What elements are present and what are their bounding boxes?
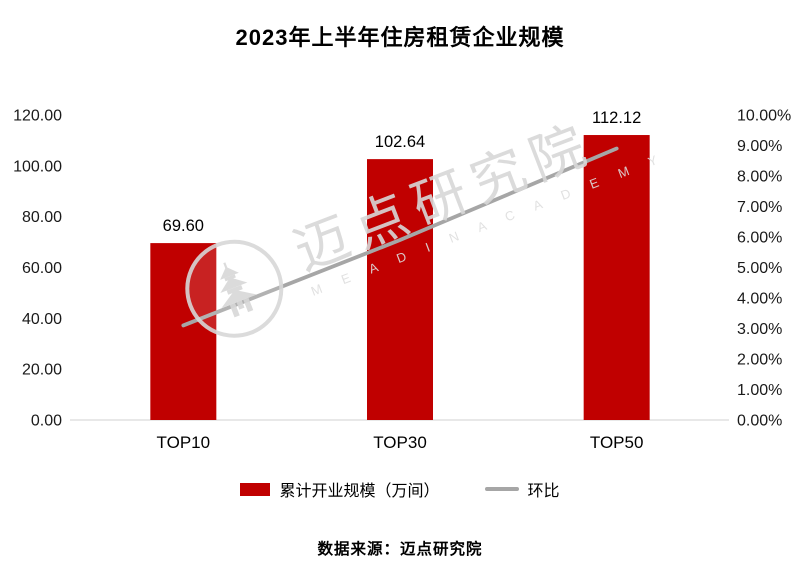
y-axis-right-tick: 7.00% [737, 199, 782, 216]
bar-top10 [150, 243, 217, 420]
x-axis-category-label: TOP30 [373, 433, 427, 452]
bar-top30 [367, 159, 433, 420]
y-axis-right-tick: 1.00% [737, 382, 782, 399]
y-axis-left-tick: 100.00 [13, 158, 62, 175]
y-axis-left-tick: 60.00 [22, 260, 62, 277]
legend-item-bar: 累计开业规模（万间） [240, 477, 440, 501]
y-axis-right-tick: 3.00% [737, 321, 782, 338]
y-axis-right-tick: 2.00% [737, 352, 782, 369]
x-axis-category-label: TOP10 [157, 433, 211, 452]
x-axis-category-label: TOP50 [590, 433, 644, 452]
source-note: 数据来源：迈点研究院 [317, 541, 483, 558]
bar-value-label: 112.12 [592, 109, 641, 127]
y-axis-right-tick: 9.00% [737, 138, 782, 155]
y-axis-right-tick: 5.00% [737, 260, 782, 277]
bar-value-label: 102.64 [375, 133, 425, 151]
y-axis-right-tick: 8.00% [737, 169, 782, 186]
y-axis-right-tick: 6.00% [737, 230, 782, 247]
bar-value-label: 69.60 [163, 217, 204, 235]
y-axis-left-tick: 0.00 [31, 413, 62, 430]
y-axis-left-tick: 120.00 [13, 108, 62, 125]
legend-line-swatch [484, 487, 519, 491]
y-axis-left-tick: 20.00 [22, 362, 62, 379]
bar-top50 [583, 135, 650, 421]
legend-bar-swatch [240, 482, 271, 496]
legend-item-line: 环比 [484, 477, 560, 501]
legend-bar-label: 累计开业规模（万间） [279, 483, 440, 500]
chart-legend: 累计开业规模（万间） 环比 [0, 477, 800, 501]
legend-line-label: 环比 [527, 483, 560, 500]
y-axis-left-tick: 40.00 [22, 311, 62, 328]
y-axis-left-tick: 80.00 [22, 209, 62, 226]
y-axis-right-tick: 0.00% [737, 413, 782, 430]
y-axis-right-tick: 4.00% [737, 291, 782, 308]
chart-title: 2023年上半年住房租赁企业规模 [235, 25, 565, 50]
y-axis-right-tick: 10.00% [737, 108, 791, 125]
